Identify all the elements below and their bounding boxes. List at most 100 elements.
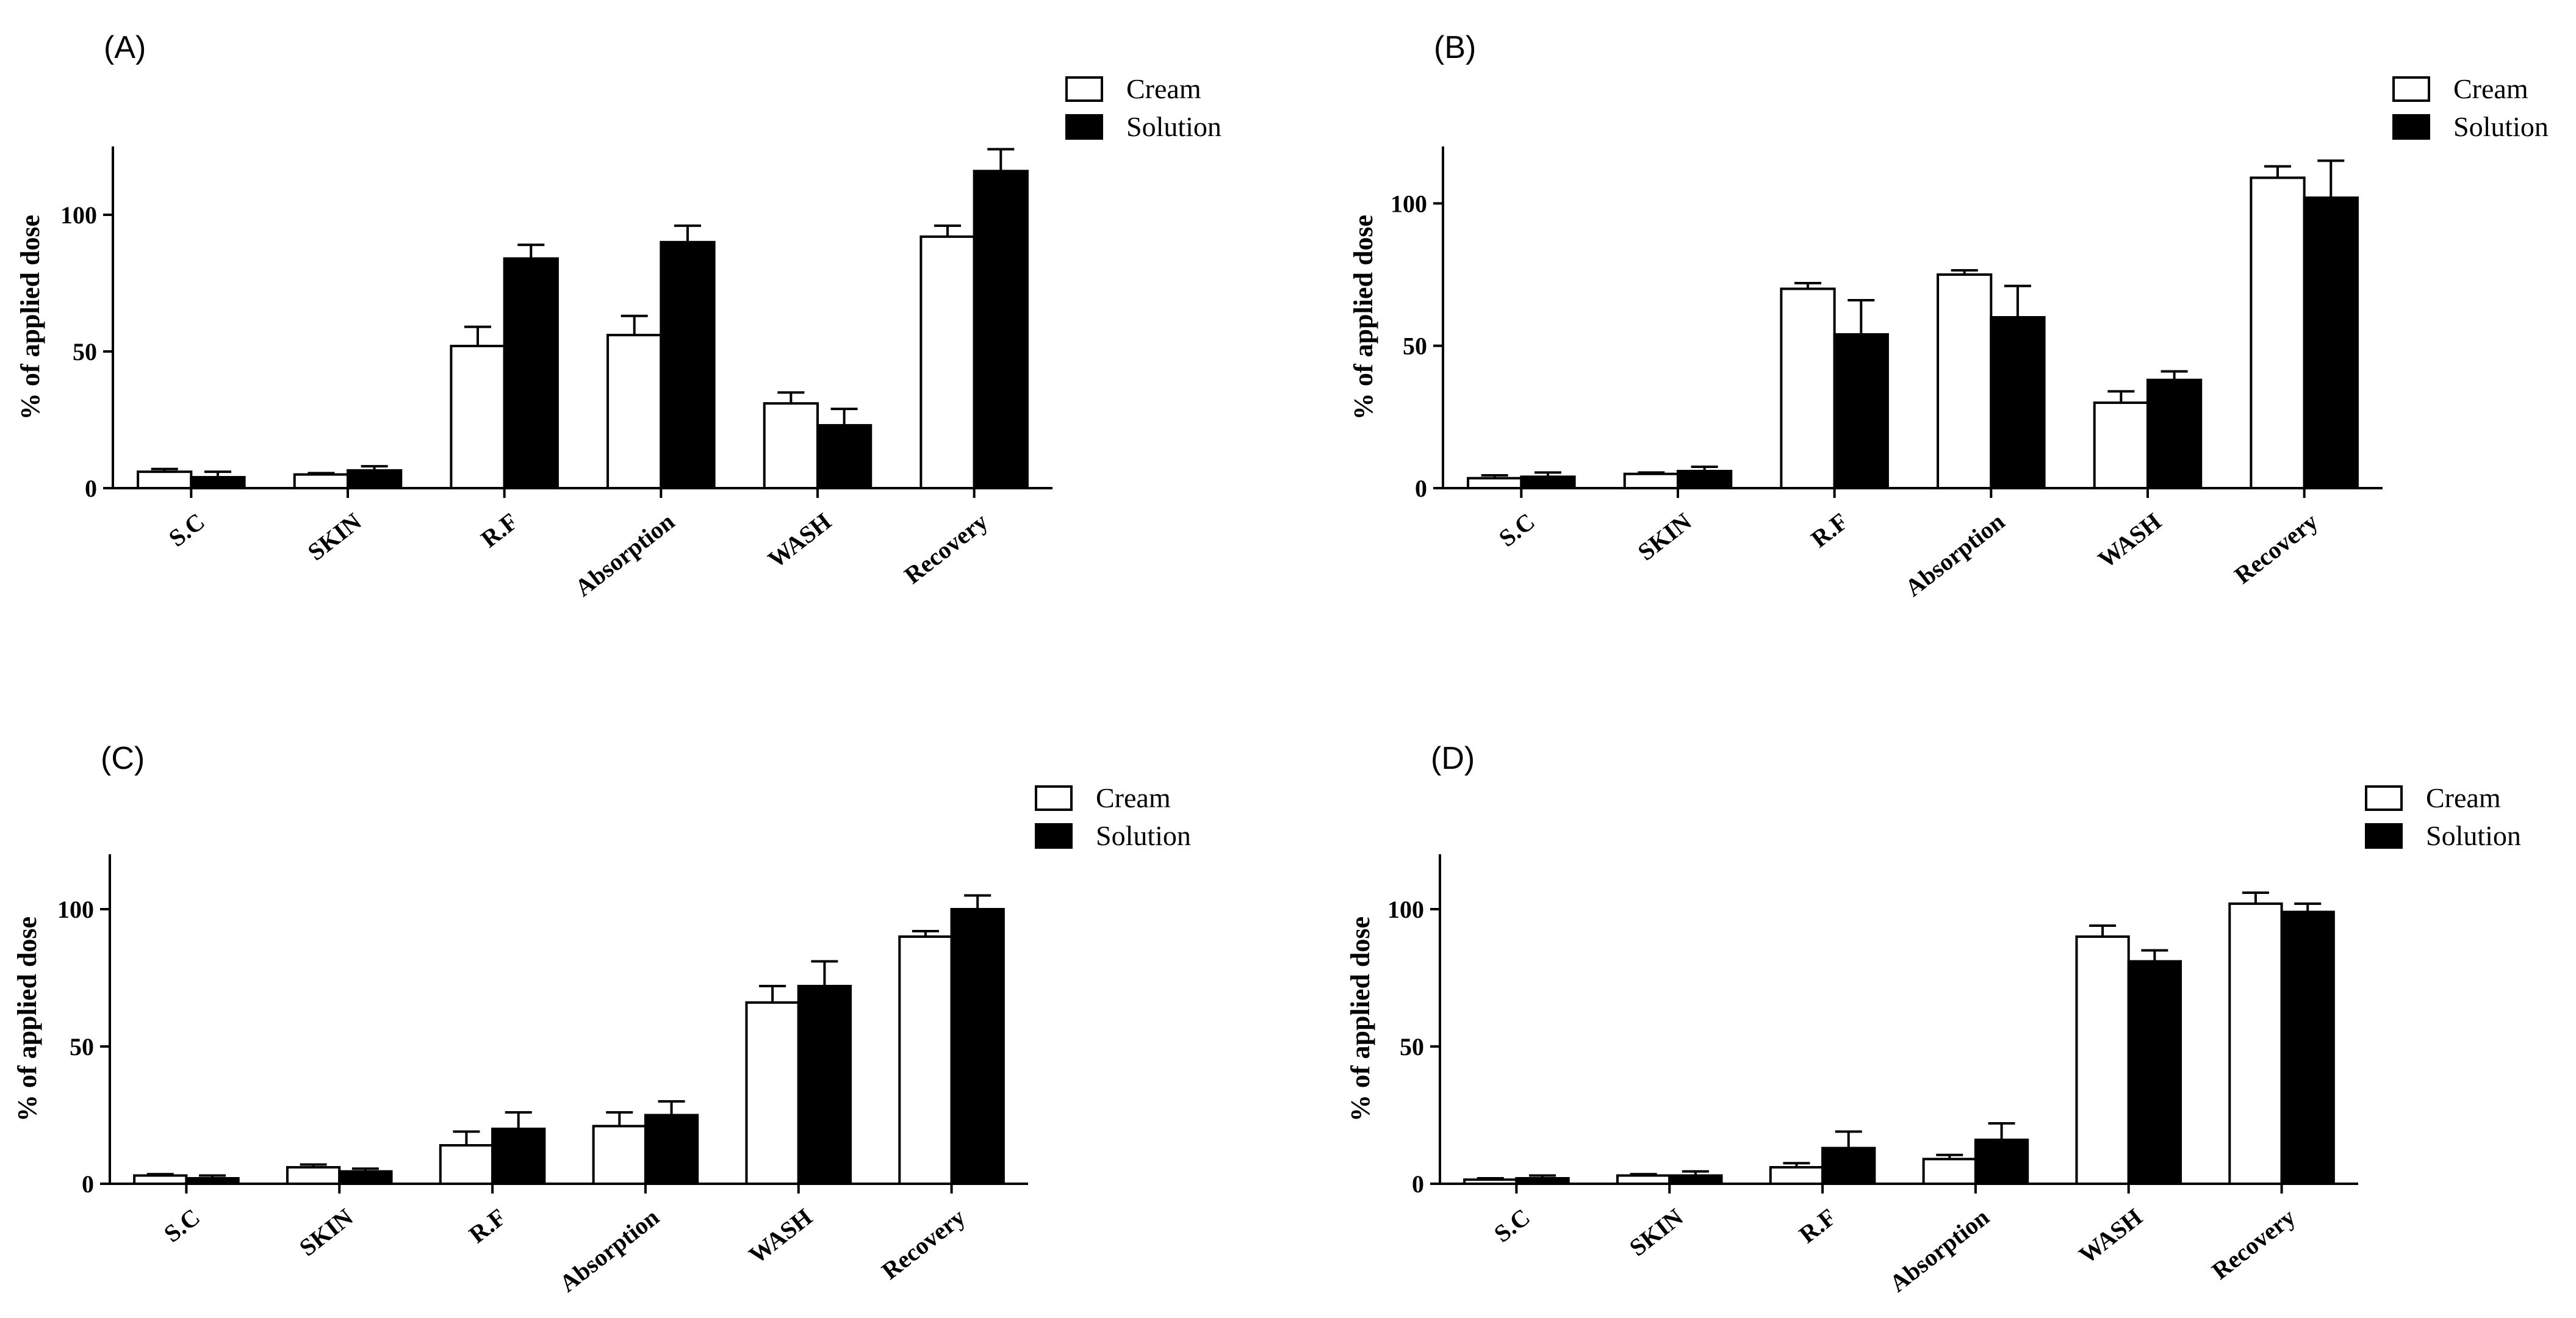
x-category-label: R.F — [1794, 1203, 1841, 1248]
panel-label: (D) — [1431, 741, 1475, 776]
legend-label-cream: Cream — [1126, 73, 1201, 104]
bar-cream — [763, 402, 819, 489]
bar-solution — [1668, 1174, 1723, 1185]
bar-cream — [2228, 902, 2283, 1185]
bar-solution — [644, 1114, 699, 1185]
x-category-label: WASH — [2074, 1203, 2148, 1269]
x-category-label: R.F — [464, 1203, 511, 1248]
legend-label-solution: Solution — [1096, 820, 1191, 851]
x-category-label: Absorption — [1884, 1203, 1994, 1298]
y-tick-label: 0 — [1412, 1170, 1424, 1198]
bar-cream — [293, 473, 350, 489]
legend-swatch-cream — [2392, 76, 2430, 102]
bar-cream — [1623, 472, 1680, 490]
bar-solution — [185, 1177, 240, 1185]
y-tick-label: 100 — [57, 896, 94, 923]
bar-solution — [2280, 910, 2335, 1185]
bar-solution — [950, 908, 1005, 1185]
bar-cream — [1616, 1174, 1671, 1185]
x-category-label: S.C — [164, 508, 210, 552]
y-axis-title: % of applied dose — [1348, 215, 1378, 420]
bar-solution — [797, 985, 852, 1185]
legend-swatch-solution — [2365, 823, 2403, 849]
bar-solution — [1821, 1147, 1876, 1185]
bar-solution — [816, 423, 872, 490]
legend-swatch-solution — [2392, 114, 2430, 140]
bar-solution — [1833, 333, 1889, 489]
x-category-label: Recovery — [2229, 508, 2323, 589]
legend-swatch-solution — [1065, 114, 1103, 140]
y-tick-label: 50 — [1403, 333, 1427, 360]
legend-label-cream: Cream — [2426, 782, 2501, 813]
bar-solution — [2127, 960, 2182, 1185]
bar-cream — [2075, 935, 2130, 1185]
bar-solution — [660, 240, 716, 489]
x-category-label: R.F — [1806, 508, 1854, 553]
panel-label: (C) — [101, 741, 145, 776]
y-axis-title: % of applied dose — [1345, 916, 1375, 1122]
x-category-label: S.C — [159, 1203, 205, 1248]
bar-solution — [1677, 470, 1733, 489]
x-category-label: Absorption — [570, 508, 680, 602]
x-category-label: SKIN — [1633, 508, 1697, 566]
legend-swatch-cream — [1035, 785, 1073, 811]
bar-cream — [1463, 1178, 1518, 1185]
bar-cream — [2250, 176, 2306, 489]
x-category-label: SKIN — [1624, 1203, 1688, 1262]
y-axis-title: % of applied dose — [15, 215, 45, 420]
x-category-label: Recovery — [876, 1203, 970, 1285]
bar-cream — [1922, 1158, 1977, 1185]
bar-cream — [606, 334, 663, 489]
bar-solution — [190, 476, 246, 490]
bar-solution — [338, 1170, 393, 1185]
chart-panel-2: (B) 0 50 100 % of applied dose S.C SKIN R.F Abso… — [1348, 30, 2549, 602]
chart-panel-1: (A) 0 50 100 % of applied dose S.C SKIN R.F Abso… — [15, 30, 1221, 602]
bar-solution — [2146, 378, 2203, 490]
bar-solution — [1990, 316, 2046, 489]
x-category-label: Absorption — [554, 1203, 664, 1298]
x-category-label: Recovery — [2206, 1203, 2300, 1285]
bar-cream — [592, 1125, 647, 1185]
x-category-label: WASH — [2093, 508, 2167, 574]
bar-cream — [1780, 287, 1836, 489]
y-tick-label: 50 — [70, 1033, 94, 1061]
bar-solution — [347, 469, 403, 490]
x-category-label: R.F — [476, 508, 523, 553]
bar-cream — [898, 935, 953, 1185]
x-category-label: SKIN — [294, 1203, 358, 1262]
chart-panel-4: (D) 0 50 100 % of applied dose S.C SKIN R.F Abso… — [1345, 741, 2521, 1297]
x-category-label: Absorption — [1900, 508, 2010, 602]
x-category-label: S.C — [1489, 1203, 1535, 1248]
bar-cream — [2093, 402, 2150, 489]
y-axis-title: % of applied dose — [12, 916, 42, 1122]
y-tick-label: 100 — [1387, 896, 1424, 923]
bar-cream — [1467, 477, 1523, 490]
x-category-label: WASH — [744, 1203, 818, 1269]
bar-solution — [973, 170, 1029, 489]
bar-cream — [286, 1166, 341, 1185]
bar-cream — [133, 1174, 188, 1185]
bar-cream — [745, 1001, 800, 1185]
legend-label-cream: Cream — [2453, 73, 2528, 104]
x-category-label: S.C — [1494, 508, 1540, 552]
bar-cream — [1937, 273, 1993, 489]
bar-cream — [450, 345, 506, 489]
legend-swatch-cream — [2365, 785, 2403, 811]
legend-label-solution: Solution — [2426, 820, 2521, 851]
legend-label-solution: Solution — [1126, 111, 1221, 142]
bar-cream — [439, 1144, 494, 1185]
y-tick-label: 50 — [73, 338, 97, 366]
bar-solution — [2303, 196, 2359, 489]
y-tick-label: 0 — [85, 475, 97, 502]
bar-solution — [1520, 475, 1576, 489]
y-tick-label: 0 — [1415, 475, 1427, 502]
panel-label: (A) — [104, 30, 146, 65]
bar-solution — [1515, 1177, 1570, 1185]
y-tick-label: 50 — [1400, 1033, 1424, 1061]
x-category-label: SKIN — [303, 508, 367, 566]
bar-solution — [503, 257, 559, 489]
panel-label: (B) — [1434, 30, 1476, 65]
x-category-label: Recovery — [899, 508, 993, 589]
bar-solution — [491, 1128, 546, 1185]
